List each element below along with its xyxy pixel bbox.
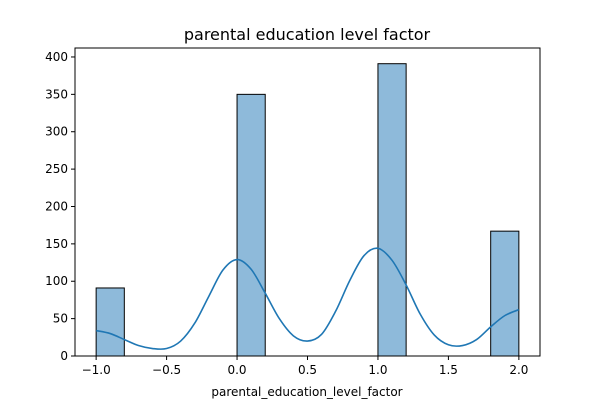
y-tick-label: 0 — [60, 349, 68, 363]
x-tick-label: −1.0 — [82, 363, 111, 377]
y-tick-label: 100 — [45, 274, 68, 288]
x-tick-label: 2.0 — [509, 363, 528, 377]
x-tick-label: −0.5 — [152, 363, 181, 377]
y-tick-label: 400 — [45, 50, 68, 64]
histogram-bar-3 — [490, 230, 520, 357]
y-tick-label: 50 — [53, 312, 68, 326]
x-axis-label: parental_education_level_factor — [211, 385, 402, 399]
x-tick-label: 0.5 — [298, 363, 317, 377]
histogram-bar-1 — [236, 93, 266, 357]
x-tick-label: 0.0 — [227, 363, 246, 377]
kde-curve — [95, 247, 520, 351]
y-tick-label: 300 — [45, 125, 68, 139]
histogram-bar-0 — [95, 287, 125, 357]
y-tick-label: 200 — [45, 199, 68, 213]
plot-frame — [74, 47, 541, 357]
histogram-bar-2 — [377, 63, 407, 357]
y-tick-label: 250 — [45, 162, 68, 176]
x-axis: −1.0 −0.5 0.0 0.5 1.0 1.5 2.0 — [82, 356, 528, 377]
y-tick-label: 350 — [45, 87, 68, 101]
y-tick-label: 150 — [45, 237, 68, 251]
x-tick-label: 1.5 — [439, 363, 458, 377]
histogram-bars — [95, 63, 520, 357]
x-tick-label: 1.0 — [368, 363, 387, 377]
y-axis: 0 50 100 150 200 250 300 350 400 — [45, 50, 75, 363]
chart-title: parental education level factor — [184, 25, 431, 44]
